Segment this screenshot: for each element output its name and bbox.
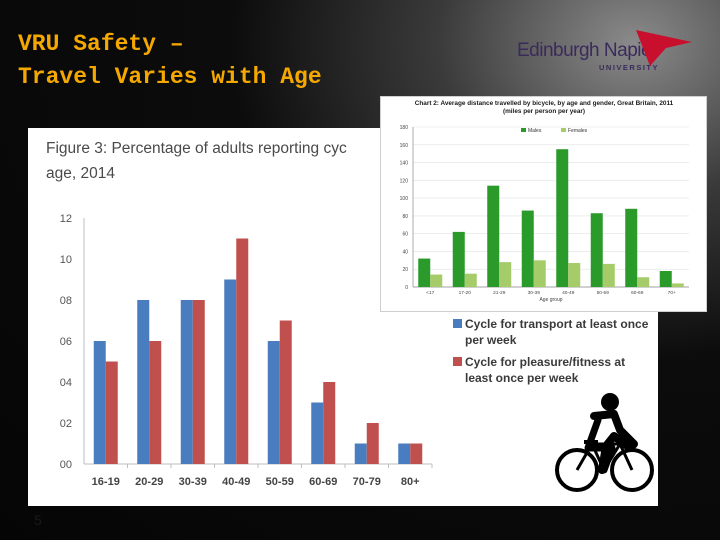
chart2-x-axis-label: Age group	[539, 297, 562, 303]
chart2-y-tick-label: 0	[405, 285, 408, 291]
chart1-bar	[279, 320, 292, 464]
chart1-bar	[105, 361, 118, 464]
chart2-bar	[499, 262, 512, 287]
chart2-bar	[487, 185, 500, 287]
chart2-chart: 0 20 40 60 80 100 120 140 160 180 Males Females <17 1…	[400, 125, 689, 303]
logo-sub: UNIVERSITY	[599, 63, 660, 72]
chart1-x-tick-label: 50-59	[266, 476, 294, 488]
chart1-bar	[366, 423, 379, 464]
logo-arrow-icon	[636, 30, 692, 66]
figure3-chart: 00 02 04 06 08 10 12 16-19 20-29 30-39 40-49 50-59 6…	[60, 213, 433, 488]
chart1-bar	[323, 382, 336, 464]
legend-label-pleasure: Cycle for pleasure/fitness at least once…	[465, 355, 626, 385]
chart2-x-tick-label: 21-29	[493, 290, 506, 296]
slide-title: VRU Safety – Travel Varies with Age	[18, 28, 322, 94]
legend-label-transport: Cycle for transport at least once per we…	[465, 317, 649, 347]
slide-title-line1: VRU Safety –	[18, 31, 184, 57]
legend-swatch-transport	[453, 319, 462, 328]
chart1-y-tick-label: 08	[60, 295, 72, 307]
legend-item-pleasure: Cycle for pleasure/fitness at least once…	[453, 354, 653, 386]
chart2-bar	[464, 273, 477, 287]
chart2-x-tick-label: 60-69	[631, 290, 644, 296]
chart2-bar	[671, 283, 684, 287]
chart2-x-tick-label: <17	[426, 290, 434, 296]
chart2-y-tick-label: 100	[400, 196, 409, 202]
chart2-card: Chart 2: Average distance travelled by b…	[380, 96, 707, 312]
chart2-bar	[590, 213, 603, 287]
chart2-x-tick-label: 17-20	[459, 290, 472, 296]
chart2-x-tick-label: 50-59	[597, 290, 610, 296]
chart1-bar	[93, 341, 106, 464]
chart1-y-tick-label: 02	[60, 418, 72, 430]
chart2-x-tick-label: 70+	[668, 290, 676, 296]
chart1-x-tick-label: 20-29	[135, 476, 163, 488]
chart1-y-tick-label: 12	[60, 213, 72, 225]
chart2-bar	[430, 274, 443, 287]
logo-name: Edinburgh Napier	[517, 40, 657, 61]
slide-title-line2: Travel Varies with Age	[18, 64, 322, 90]
chart1-x-tick-label: 80+	[401, 476, 420, 488]
chart2-bar	[625, 208, 638, 287]
chart1-bar	[354, 443, 367, 464]
chart2-legend-swatch	[561, 128, 566, 132]
chart2-legend-swatch	[521, 128, 526, 132]
chart2-legend-label: Females	[568, 128, 588, 134]
chart1-y-tick-label: 10	[60, 254, 72, 266]
chart1-bar	[137, 300, 150, 464]
legend-item-transport: Cycle for transport at least once per we…	[453, 316, 653, 348]
chart1-x-tick-label: 30-39	[179, 476, 207, 488]
chart1-y-tick-label: 06	[60, 336, 72, 348]
chart2-bar	[637, 277, 650, 287]
chart1-x-tick-label: 16-19	[92, 476, 120, 488]
chart2-bar	[521, 210, 534, 287]
chart2-bar	[568, 263, 581, 287]
chart2-bar	[556, 149, 569, 287]
chart2-y-tick-label: 40	[402, 249, 408, 255]
chart2-y-tick-label: 120	[400, 178, 409, 184]
figure3-title-line2: age, 2014	[46, 165, 115, 182]
chart2-y-tick-label: 80	[402, 214, 408, 220]
chart2-bar	[452, 231, 465, 287]
chart2-y-tick-label: 60	[402, 232, 408, 238]
chart1-bar	[180, 300, 193, 464]
chart2-x-tick-label: 30-39	[528, 290, 541, 296]
university-logo: Edinburgh Napier UNIVERSITY	[512, 26, 697, 76]
cyclist-icon	[554, 386, 656, 504]
chart1-x-tick-label: 40-49	[222, 476, 250, 488]
chart1-bar	[224, 279, 237, 464]
legend-swatch-pleasure	[453, 357, 462, 366]
chart1-bar	[311, 402, 324, 464]
chart2-x-tick-label: 40-49	[562, 290, 575, 296]
figure3-title-line1: Figure 3: Percentage of adults reporting…	[46, 140, 347, 157]
chart1-bar	[192, 300, 205, 464]
chart2-bar	[602, 263, 615, 287]
chart1-bar	[236, 238, 249, 464]
slide-number: 5	[34, 512, 42, 528]
chart2-y-tick-label: 140	[400, 161, 409, 167]
chart2-bar	[659, 271, 672, 287]
chart2-legend-label: Males	[528, 128, 542, 134]
figure3-legend: Cycle for transport at least once per we…	[453, 316, 653, 392]
chart1-x-tick-label: 70-79	[353, 476, 381, 488]
chart2-bar	[533, 260, 546, 287]
chart2-title: Chart 2: Average distance travelled by b…	[414, 100, 674, 107]
chart2-subtitle: (miles per person per year)	[502, 108, 586, 115]
chart1-bar	[267, 341, 280, 464]
chart2-y-tick-label: 20	[402, 267, 408, 273]
chart2-title-block: Chart 2: Average distance travelled by b…	[385, 100, 703, 116]
chart1-bar	[410, 443, 423, 464]
chart1-y-tick-label: 04	[60, 377, 72, 389]
chart1-bar	[398, 443, 411, 464]
figure3-title: Figure 3: Percentage of adults reporting…	[46, 136, 386, 186]
chart1-bar	[149, 341, 162, 464]
chart1-y-tick-label: 00	[60, 459, 72, 471]
chart2-bar	[418, 258, 431, 287]
chart2-y-tick-label: 180	[400, 125, 409, 131]
chart1-x-tick-label: 60-69	[309, 476, 337, 488]
chart2-y-tick-label: 160	[400, 143, 409, 149]
